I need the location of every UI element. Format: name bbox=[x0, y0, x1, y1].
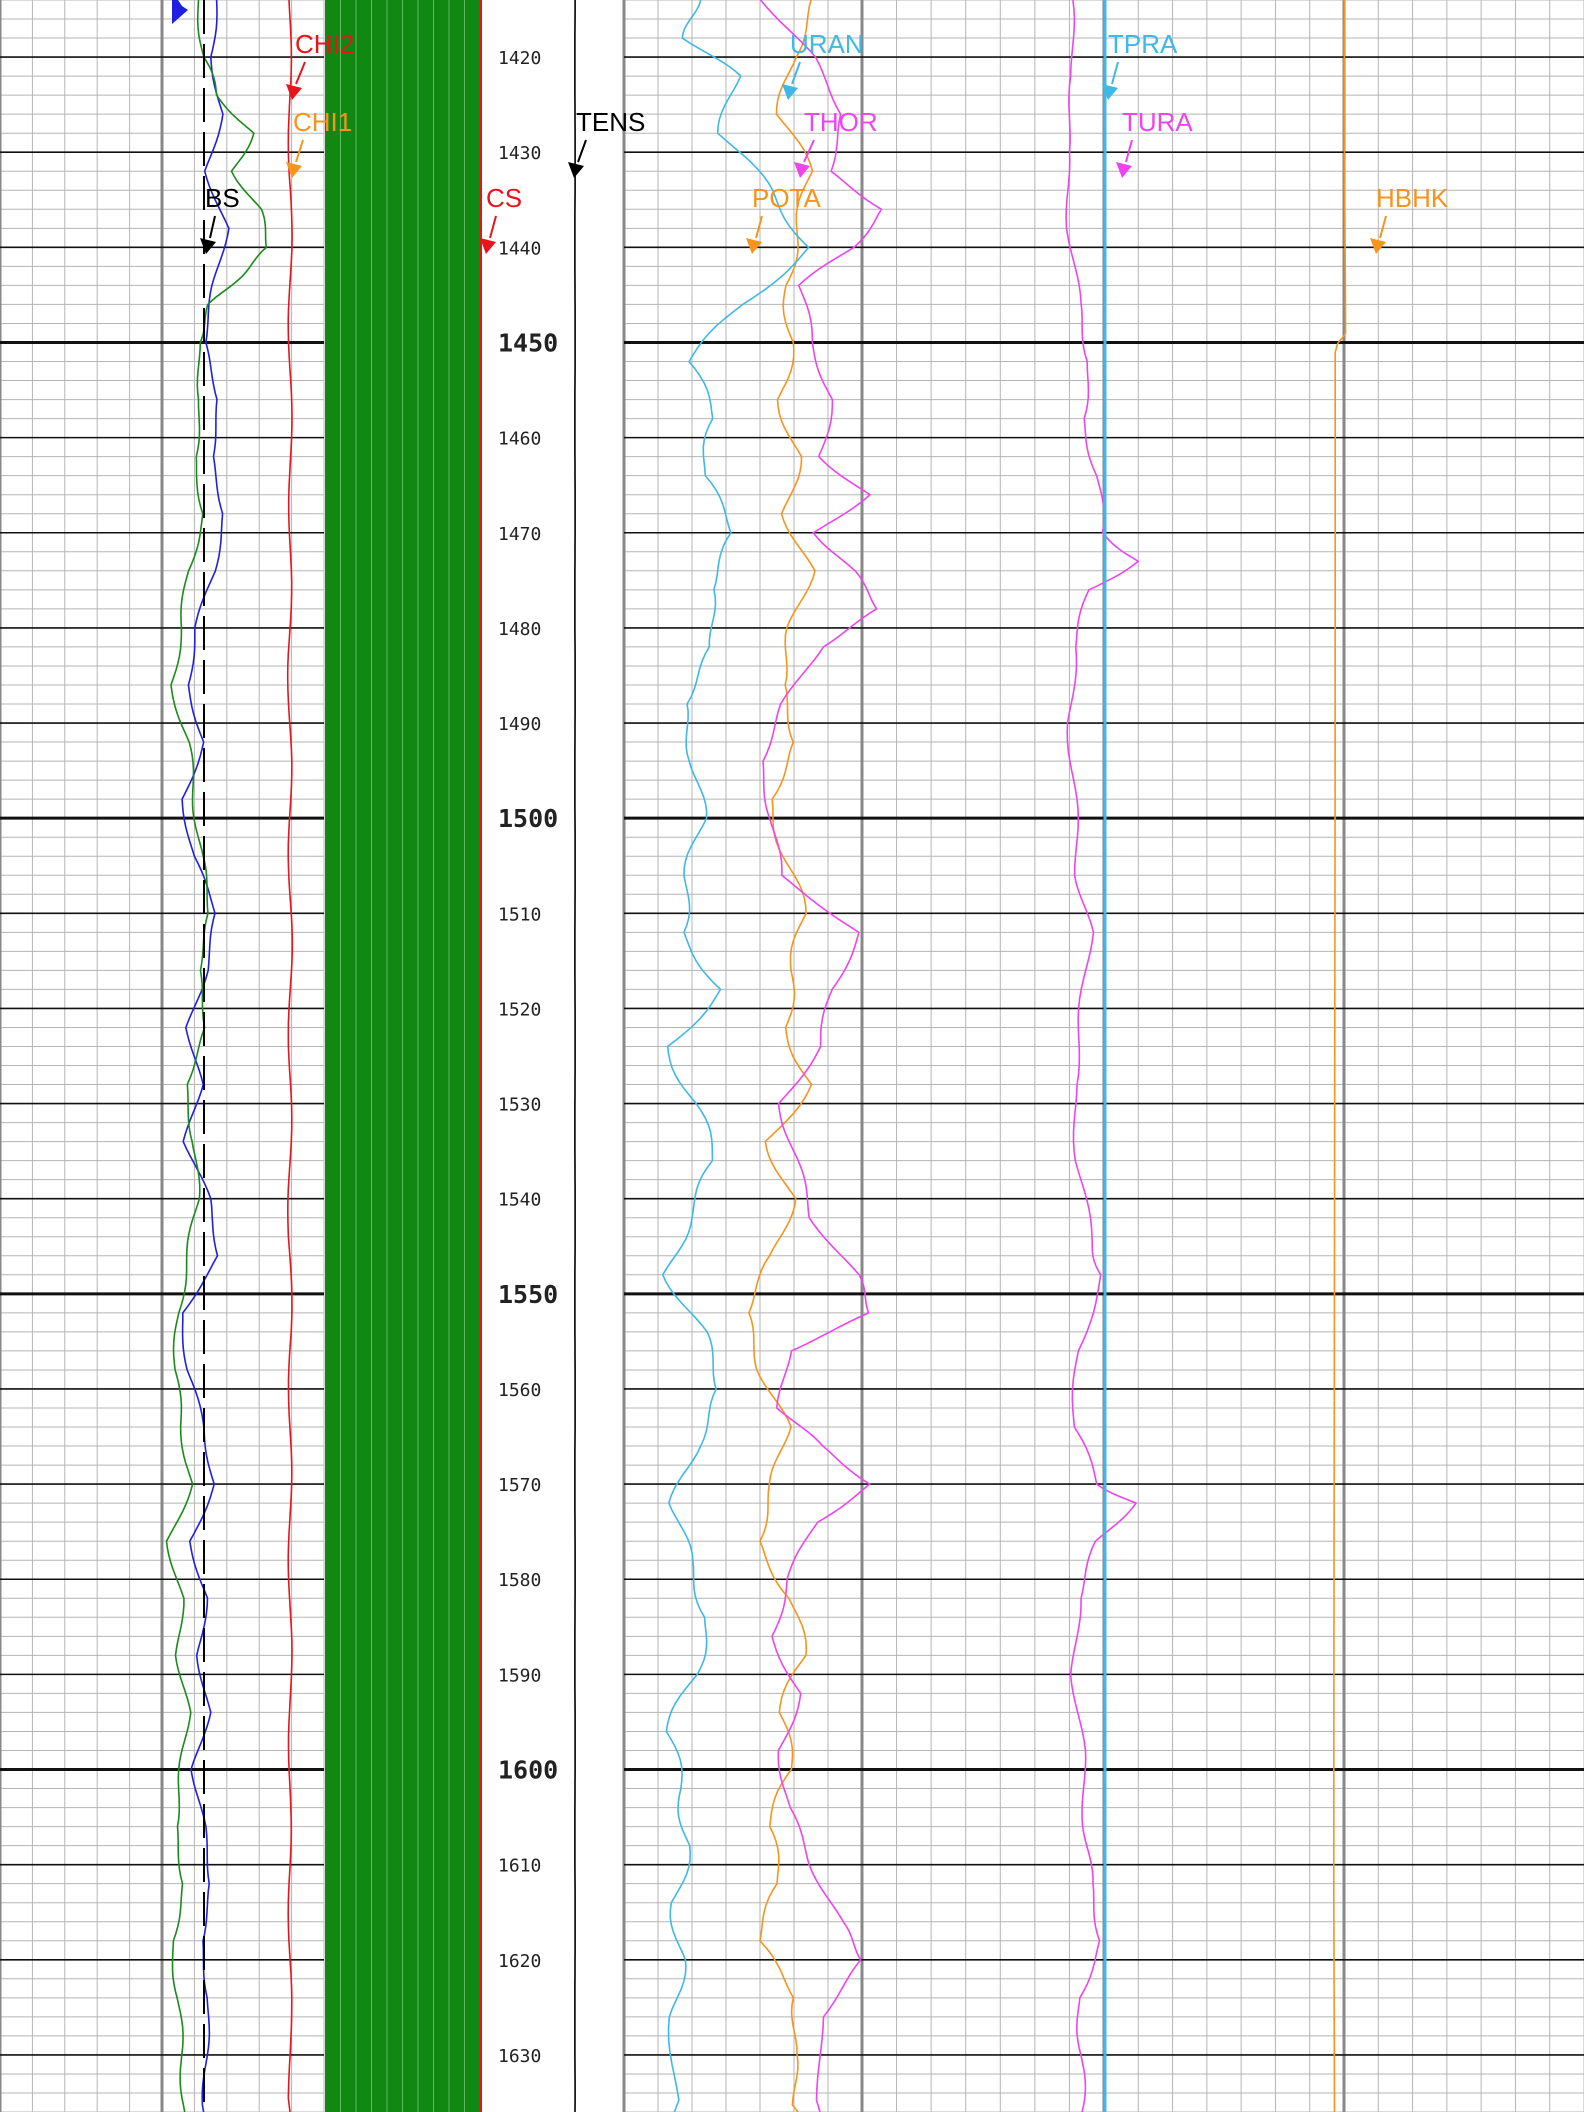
log-curves bbox=[165, 0, 1347, 2112]
curve-label-arrow bbox=[794, 162, 810, 178]
depth-label: 1470 bbox=[498, 524, 541, 545]
depth-label: 1620 bbox=[498, 1951, 541, 1972]
depth-label: 1570 bbox=[498, 1475, 541, 1496]
curve-label-pointer bbox=[295, 61, 306, 85]
curve-label-text: TURA bbox=[1122, 107, 1193, 137]
curve-label-arrow bbox=[200, 238, 216, 254]
curve-label-pointer bbox=[209, 215, 216, 239]
curve-label-arrow bbox=[782, 84, 798, 100]
curve-label-text: TPRA bbox=[1108, 29, 1178, 59]
depth-label: 1590 bbox=[498, 1665, 541, 1686]
curve-label-text: TENS bbox=[576, 107, 645, 137]
curve-blue bbox=[181, 0, 230, 2112]
curve-label-pointer bbox=[1125, 139, 1133, 163]
curve-label-hbhk: HBHK bbox=[1370, 183, 1449, 254]
depth-label: 1510 bbox=[498, 904, 541, 925]
curve-label-text: CHI2 bbox=[295, 29, 354, 59]
curve-label-pointer bbox=[1379, 215, 1387, 239]
curve-label-arrow bbox=[746, 238, 762, 254]
curve-label-pointer bbox=[1111, 61, 1119, 85]
depth-label: 1420 bbox=[498, 48, 541, 69]
curve-thor bbox=[759, 0, 883, 2112]
curve-label-pota: POTA bbox=[746, 183, 822, 254]
curve-label-text: URAN bbox=[790, 29, 864, 59]
depth-label: 1430 bbox=[498, 143, 541, 164]
depth-label: 1580 bbox=[498, 1570, 541, 1591]
curve-label-text: BS bbox=[205, 183, 240, 213]
curve-label-arrow bbox=[1370, 238, 1386, 254]
depth-label: 1500 bbox=[498, 804, 558, 833]
curve-label-pointer bbox=[295, 139, 304, 163]
depth-labels: 1420 1430 1440 1450 1460 1470 1480 1490 1500 1510… bbox=[498, 48, 558, 2067]
depth-label: 1450 bbox=[498, 328, 558, 357]
curve-label-arrow bbox=[286, 84, 302, 100]
curve-label-pointer bbox=[577, 139, 587, 163]
curve-label-thor: THOR bbox=[794, 107, 878, 178]
curve-label-arrow bbox=[480, 238, 496, 254]
curve-label-text: POTA bbox=[752, 183, 822, 213]
curve-green bbox=[165, 0, 268, 2112]
curve-label-chi1: CHI1 bbox=[286, 107, 352, 178]
depth-label: 1600 bbox=[498, 1756, 558, 1785]
curve-label-bs: BS bbox=[200, 183, 240, 254]
curve-label-chi2: CHI2 bbox=[286, 29, 354, 100]
curve-label-text: CS bbox=[486, 183, 522, 213]
curve-labels: CHI2 CHI1 BS CS TENS URAN THOR POTA TPRA TURA HBHK bbox=[172, 0, 1449, 254]
depth-label: 1530 bbox=[498, 1095, 541, 1116]
curve-label-pointer bbox=[489, 215, 497, 239]
depth-label: 1540 bbox=[498, 1190, 541, 1211]
depth-label: 1630 bbox=[498, 2046, 541, 2067]
curve-label-text: CHI1 bbox=[293, 107, 352, 137]
track-fills bbox=[325, 0, 482, 2112]
curve-label-pointer bbox=[803, 139, 815, 163]
curve-label-pointer bbox=[755, 215, 763, 239]
curve-uran bbox=[661, 0, 810, 2112]
curve-label-tura: TURA bbox=[1116, 107, 1193, 178]
curve-label-text: HBHK bbox=[1376, 183, 1449, 213]
curve-label-tpra: TPRA bbox=[1102, 29, 1178, 100]
depth-label: 1560 bbox=[498, 1380, 541, 1401]
depth-label: 1520 bbox=[498, 999, 541, 1020]
curve-pota bbox=[748, 0, 816, 2112]
depth-label: 1490 bbox=[498, 714, 541, 735]
curve-chi_red bbox=[286, 0, 294, 2112]
curve-hbhk bbox=[1333, 0, 1347, 2112]
curve-label-arrow bbox=[1116, 162, 1132, 178]
curve-label-tens: TENS bbox=[568, 107, 645, 178]
curve-label-arrow bbox=[568, 162, 584, 178]
curve-label-arrow bbox=[1102, 84, 1118, 100]
depth-label: 1610 bbox=[498, 1856, 541, 1877]
depth-label: 1550 bbox=[498, 1280, 558, 1309]
curve-label-pointer bbox=[791, 61, 801, 85]
curve-label-cs: CS bbox=[480, 183, 522, 254]
depth-label: 1480 bbox=[498, 619, 541, 640]
curve-label-arrow bbox=[286, 162, 302, 178]
depth-label: 1460 bbox=[498, 429, 541, 450]
curve-tura bbox=[1065, 0, 1140, 2112]
depth-label: 1440 bbox=[498, 238, 541, 259]
blue-curve-arrow bbox=[172, 0, 188, 24]
curve-label-uran: URAN bbox=[782, 29, 864, 100]
curve-label-text: THOR bbox=[804, 107, 878, 137]
